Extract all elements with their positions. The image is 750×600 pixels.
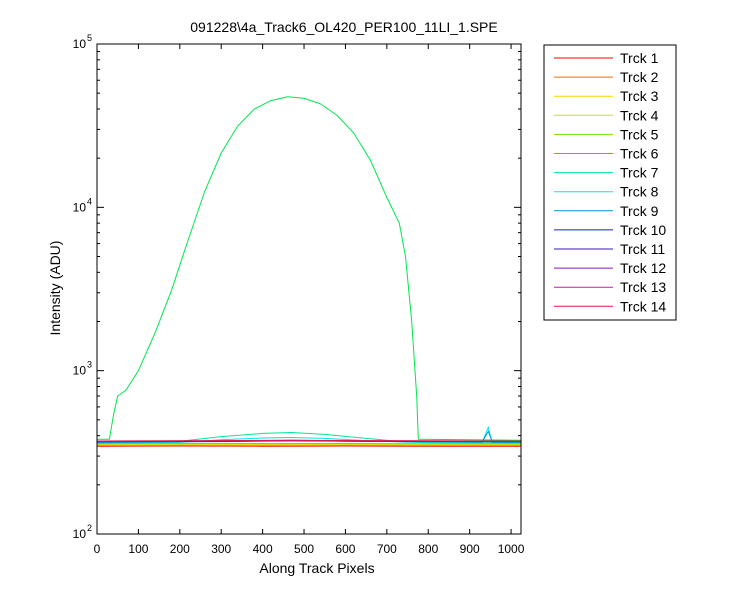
legend: Trck 1 Trck 2 Trck 3 Trck 4 Trck 5 Trck 6 Trck…: [543, 44, 677, 321]
legend-label-trck-8: Trck 8: [620, 184, 659, 200]
legend-label-trck-1: Trck 1: [620, 50, 659, 66]
y-tick-label: 10: [73, 200, 87, 214]
legend-label-trck-13: Trck 13: [620, 279, 666, 295]
legend-label-trck-4: Trck 4: [620, 107, 659, 123]
y-tick-label: 10: [73, 527, 87, 541]
x-tick-label: 400: [253, 542, 273, 556]
legend-label-trck-5: Trck 5: [620, 126, 659, 142]
chart-title: 091228\4a_Track6_OL420_PER100_11LI_1.SPE: [190, 19, 497, 35]
x-tick-label: 300: [211, 542, 231, 556]
x-tick-label: 500: [294, 542, 314, 556]
x-tick-label: 100: [128, 542, 148, 556]
y-tick-label-exponent: 4: [87, 196, 92, 206]
legend-label-trck-10: Trck 10: [620, 222, 666, 238]
y-tick-label-exponent: 5: [87, 33, 92, 43]
y-tick-label-exponent: 3: [87, 360, 92, 370]
x-axis-label: Along Track Pixels: [259, 560, 374, 576]
series-line-trck-14: [97, 439, 521, 442]
x-tick-label: 800: [418, 542, 438, 556]
y-axis-label: Intensity (ADU): [47, 241, 63, 336]
y-tick-label: 10: [73, 364, 87, 378]
plot-background: [97, 44, 521, 534]
series-line-trck-6: [97, 96, 521, 441]
y-tick-label: 10: [73, 37, 87, 51]
x-tick-label: 1000: [498, 542, 525, 556]
x-tick-label: 900: [460, 542, 480, 556]
legend-label-trck-7: Trck 7: [620, 165, 659, 181]
legend-label-trck-11: Trck 11: [620, 241, 665, 257]
legend-label-trck-6: Trck 6: [620, 146, 659, 162]
x-tick-label: 0: [94, 542, 101, 556]
legend-label-trck-2: Trck 2: [620, 69, 659, 85]
legend-label-trck-9: Trck 9: [620, 203, 659, 219]
legend-label-trck-12: Trck 12: [620, 260, 666, 276]
legend-label-trck-14: Trck 14: [620, 298, 666, 314]
legend-label-trck-3: Trck 3: [620, 88, 659, 104]
series-lines: [97, 96, 521, 447]
x-tick-label: 600: [335, 542, 355, 556]
x-tick-label: 700: [377, 542, 397, 556]
x-tick-label: 200: [170, 542, 190, 556]
legend-box: [543, 44, 677, 321]
plot-frame: [96, 43, 522, 535]
y-tick-label-exponent: 2: [87, 523, 92, 533]
